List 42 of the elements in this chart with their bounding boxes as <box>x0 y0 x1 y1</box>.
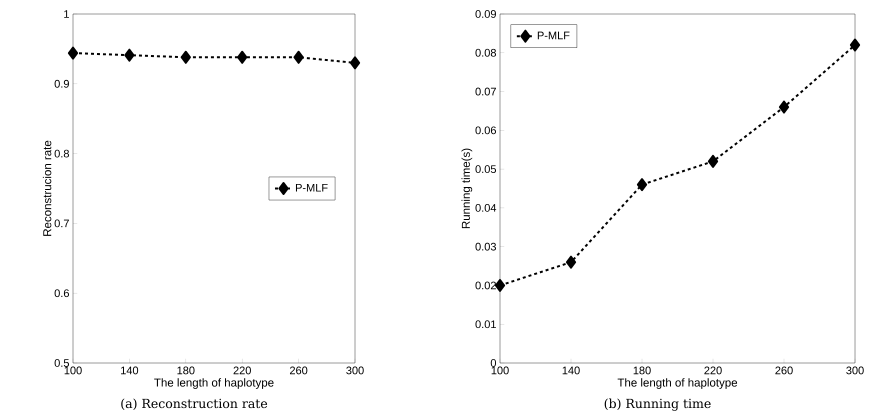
x-tick-label: 100 <box>492 366 509 374</box>
point <box>636 178 648 192</box>
y-tick-label: 0.9 <box>54 80 69 88</box>
y-tick-label: 0.01 <box>475 320 496 328</box>
point <box>778 100 790 114</box>
x-tick-label: 100 <box>64 366 82 374</box>
y-tick-label: 0 <box>490 359 496 367</box>
point <box>850 38 860 52</box>
point <box>494 278 506 292</box>
y-tick-label: 0.02 <box>475 282 496 290</box>
x-tick-label: 140 <box>121 366 138 374</box>
y-axis-title: Reconstrucion rate <box>42 140 52 236</box>
x-tick-label: 180 <box>177 366 195 374</box>
x-tick-label: 260 <box>775 366 793 374</box>
y-tick-label: 1 <box>64 10 69 18</box>
x-tick-label: 260 <box>290 366 308 374</box>
y-tick-label: 0.06 <box>475 126 496 134</box>
x-tick-label: 220 <box>704 366 722 374</box>
y-tick-label: 0.8 <box>54 150 69 158</box>
y-tick-label: 0.7 <box>54 220 69 228</box>
y-tick-label: 0.07 <box>475 88 496 96</box>
x-tick-label: 300 <box>846 366 864 374</box>
point <box>566 256 576 269</box>
text: (a) Reconstruction rate <box>121 398 268 410</box>
x-tick-label: 140 <box>562 366 580 374</box>
x-tick-label: 220 <box>234 366 251 374</box>
text: (b) Running time <box>604 398 711 411</box>
y-tick-label: 0.6 <box>54 289 69 298</box>
y-tick-label: 0.05 <box>475 165 496 174</box>
y-tick-label: 0.09 <box>475 10 496 18</box>
y-tick-label: 0.08 <box>475 48 496 57</box>
y-tick-label: 0.03 <box>475 242 496 251</box>
x-tick-label: 300 <box>346 366 364 374</box>
legend-label: P-MLF <box>538 32 570 40</box>
legend-label: P-MLF <box>296 184 328 192</box>
y-tick-label: 0.04 <box>475 204 496 212</box>
x-tick-label: 180 <box>634 366 651 374</box>
x-axis-title: The length of haplotype <box>618 378 738 389</box>
y-tick-label: 0.5 <box>54 359 69 367</box>
y-axis-title: Running time(s) <box>461 148 472 228</box>
x-axis-title: The length of haplotype <box>154 378 274 389</box>
point <box>708 154 718 168</box>
